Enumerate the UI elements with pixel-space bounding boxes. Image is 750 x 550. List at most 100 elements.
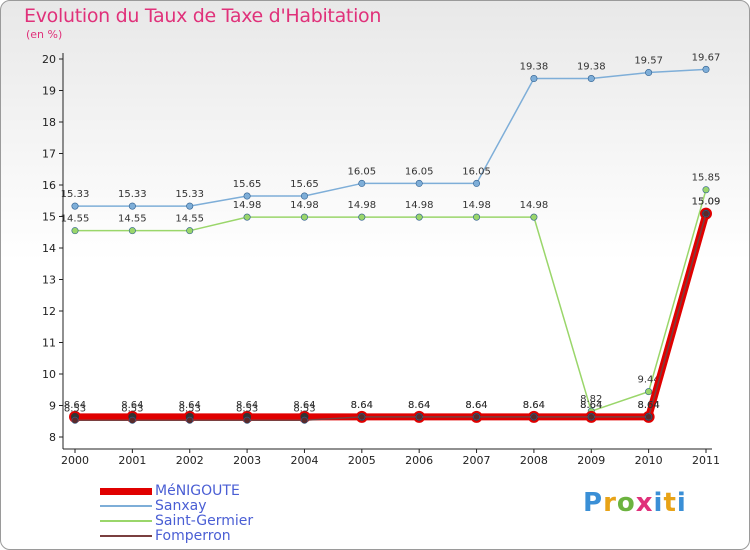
data-label: 8.64	[351, 400, 373, 411]
x-tick-label: 2002	[176, 454, 204, 467]
data-label: 8.64	[64, 400, 86, 411]
series-line	[75, 213, 707, 422]
data-point	[530, 213, 538, 221]
data-label: 8.64	[638, 400, 660, 411]
data-point	[300, 416, 308, 424]
y-tick-label: 20	[42, 53, 56, 66]
chart-title: Evolution du Taux de Taxe d'Habitation	[24, 5, 382, 27]
data-label: 8.64	[236, 400, 258, 411]
y-tick-label: 19	[42, 85, 56, 98]
data-point	[71, 227, 79, 235]
data-label: 14.55	[61, 214, 90, 225]
series-line	[75, 68, 707, 207]
data-point	[300, 213, 308, 221]
data-label: 8.64	[351, 400, 373, 411]
data-point	[71, 416, 79, 424]
data-label: 15.85	[692, 173, 721, 184]
data-point	[415, 413, 423, 421]
data-label: 19.67	[692, 52, 721, 63]
data-point	[358, 213, 366, 221]
data-label: 9.44	[638, 375, 660, 386]
data-point	[702, 210, 710, 218]
y-tick-label: 11	[42, 337, 56, 350]
x-tick-label: 2010	[635, 454, 663, 467]
series-line	[75, 212, 710, 421]
data-point	[71, 202, 79, 210]
data-point	[587, 413, 595, 421]
data-point	[358, 413, 366, 421]
data-label: 8.53	[179, 403, 201, 414]
x-tick-label: 2003	[233, 454, 261, 467]
data-label: 8.64	[179, 400, 201, 411]
legend-label: Saint-Germier	[155, 513, 254, 529]
x-tick-label: 2004	[290, 454, 318, 467]
data-label: 8.64	[638, 400, 660, 411]
data-label: 14.98	[347, 200, 376, 211]
data-point	[186, 416, 194, 424]
legend-label: MéNIGOUTE	[155, 483, 240, 499]
data-label: 14.55	[118, 214, 147, 225]
data-label: 8.64	[408, 400, 430, 411]
legend-swatch	[100, 535, 152, 537]
data-label: 15.33	[118, 189, 147, 200]
y-tick-label: 18	[42, 116, 56, 129]
data-point	[415, 179, 423, 187]
data-label: 8.64	[523, 400, 545, 411]
y-tick-label: 13	[42, 274, 56, 287]
data-point	[587, 75, 595, 83]
y-tick-label: 14	[42, 242, 56, 255]
data-label: 14.98	[290, 200, 319, 211]
data-label: 8.64	[293, 400, 315, 411]
data-point	[530, 413, 538, 421]
data-label: 15.09	[692, 197, 721, 208]
x-tick-label: 2001	[118, 454, 146, 467]
x-tick-label: 2007	[463, 454, 491, 467]
x-tick-label: 2005	[348, 454, 376, 467]
data-point	[186, 227, 194, 235]
data-label: 19.57	[634, 56, 663, 67]
data-point	[645, 69, 653, 77]
legend-swatch	[100, 488, 152, 495]
y-tick-label: 15	[42, 211, 56, 224]
data-label: 8.64	[121, 400, 143, 411]
data-label: 14.55	[175, 214, 204, 225]
data-label: 16.05	[405, 166, 434, 177]
data-label: 8.64	[408, 400, 430, 411]
data-point	[186, 202, 194, 210]
data-point	[702, 186, 710, 194]
series-line	[75, 189, 707, 412]
data-label: 14.98	[405, 200, 434, 211]
data-label: 8.64	[523, 400, 545, 411]
data-point	[358, 179, 366, 187]
data-point	[243, 192, 251, 200]
y-tick-label: 9	[49, 400, 56, 413]
y-tick-label: 10	[42, 368, 56, 381]
y-tick-label: 16	[42, 179, 56, 192]
proxiti-logo: Proxiti	[583, 488, 687, 518]
chart-subtitle: (en %)	[26, 28, 63, 41]
data-point	[473, 213, 481, 221]
data-label: 14.98	[520, 200, 549, 211]
data-point	[300, 192, 308, 200]
x-tick-label: 2009	[577, 454, 605, 467]
x-tick-label: 2000	[61, 454, 89, 467]
data-label: 8.53	[236, 403, 258, 414]
data-label: 15.33	[175, 189, 204, 200]
legend-swatch	[100, 505, 152, 507]
data-point	[473, 179, 481, 187]
y-tick-label: 12	[42, 305, 56, 318]
data-label: 8.53	[293, 403, 315, 414]
data-label: 14.98	[233, 200, 262, 211]
data-point	[415, 213, 423, 221]
data-point	[473, 413, 481, 421]
data-label: 8.64	[465, 400, 487, 411]
data-label: 8.64	[580, 400, 602, 411]
data-label: 8.53	[64, 403, 86, 414]
data-point	[645, 388, 653, 396]
x-tick-label: 2006	[405, 454, 433, 467]
data-point	[243, 416, 251, 424]
data-label: 19.38	[577, 62, 606, 73]
x-tick-label: 2008	[520, 454, 548, 467]
